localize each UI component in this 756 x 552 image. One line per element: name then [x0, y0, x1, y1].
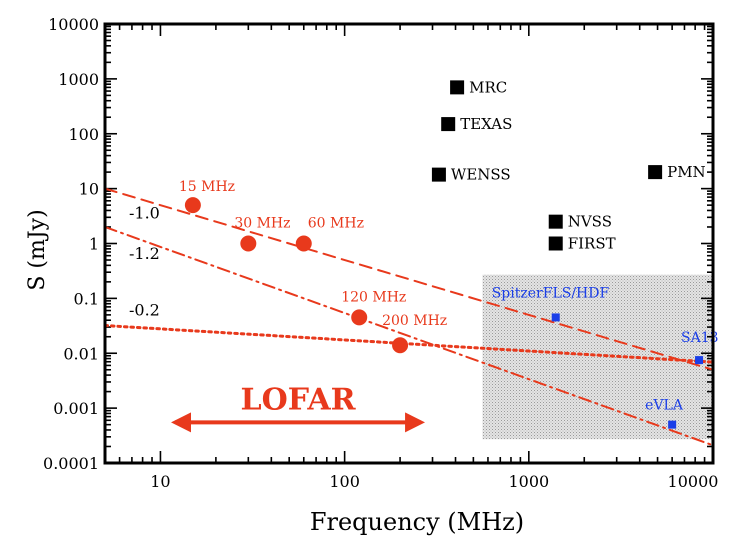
deep-survey-marker [551, 313, 560, 322]
point-labels: MRC TEXAS WENSS PMN NVSS FIRST SpitzerFLS/HDF S… [179, 78, 719, 413]
y-tick-label: 0.001 [53, 399, 99, 418]
deep-survey-label: eVLA [645, 398, 684, 414]
lofar-label: LOFAR [241, 382, 357, 417]
survey-marker [450, 80, 465, 95]
y-tick-label: 10000 [48, 15, 99, 34]
y-tick-label: 0.1 [74, 289, 99, 308]
survey-label: PMN [667, 163, 706, 181]
deep-survey-marker [668, 420, 677, 429]
lofar-point-label: 30 MHz [234, 216, 290, 232]
x-tick-label: 10 [150, 472, 170, 491]
survey-marker [431, 167, 446, 182]
lofar-point [392, 337, 409, 354]
survey-marker [441, 117, 456, 132]
x-tick-label: 100 [329, 472, 360, 491]
survey-label: MRC [469, 78, 507, 96]
survey-label: NVSS [568, 213, 612, 231]
lofar-point [351, 309, 368, 326]
plot-frame [103, 22, 715, 465]
y-tick-label: 0.01 [63, 344, 99, 363]
survey-label: TEXAS [460, 115, 512, 133]
x-tick-label: 10000 [668, 472, 719, 491]
deep-survey-label: SpitzerFLS/HDF [492, 285, 610, 301]
survey-region [482, 274, 713, 440]
x-tick-labels: 10 100 1000 10000 [150, 472, 718, 491]
lofar-point-label: 15 MHz [179, 179, 235, 195]
shaded-region [482, 274, 713, 440]
survey-marker [648, 165, 663, 180]
y-tick-label: 1 [89, 235, 99, 254]
spectral-line [104, 225, 714, 447]
spectral-index-lines: -1.0 -1.2 -0.2 [103, 187, 715, 447]
y-tick-label: 10 [79, 180, 99, 199]
x-tick-label: 1000 [508, 472, 549, 491]
y-tick-label: 0.0001 [43, 454, 99, 473]
y-tick-label: 1000 [58, 70, 99, 89]
spectral-index-label: -1.2 [129, 244, 160, 263]
data-points [184, 80, 704, 429]
survey-marker [548, 214, 563, 229]
y-tick-label: 100 [68, 125, 99, 144]
x-axis-label: Frequency (MHz) [310, 508, 524, 536]
spectral-index-label: -1.0 [129, 204, 160, 223]
lofar-point [240, 235, 257, 252]
lofar-point-label: 200 MHz [382, 313, 447, 329]
y-tick-labels: 0.0001 0.001 0.01 0.1 1 10 100 1000 10000 [43, 15, 99, 473]
survey-label: WENSS [451, 166, 511, 184]
lofar-point [184, 197, 201, 214]
deep-survey-label: SA13 [681, 330, 719, 346]
spectral-line [104, 187, 714, 371]
lofar-point-label: 60 MHz [308, 216, 364, 232]
lofar-point [295, 235, 312, 252]
survey-marker [548, 236, 563, 251]
y-axis-label: S (mJy) [25, 209, 50, 290]
lofar-point-label: 120 MHz [341, 289, 406, 305]
deep-survey-marker [695, 356, 704, 365]
survey-label: FIRST [568, 235, 616, 253]
spectral-index-label: -0.2 [129, 301, 160, 320]
spectral-line [103, 324, 715, 364]
